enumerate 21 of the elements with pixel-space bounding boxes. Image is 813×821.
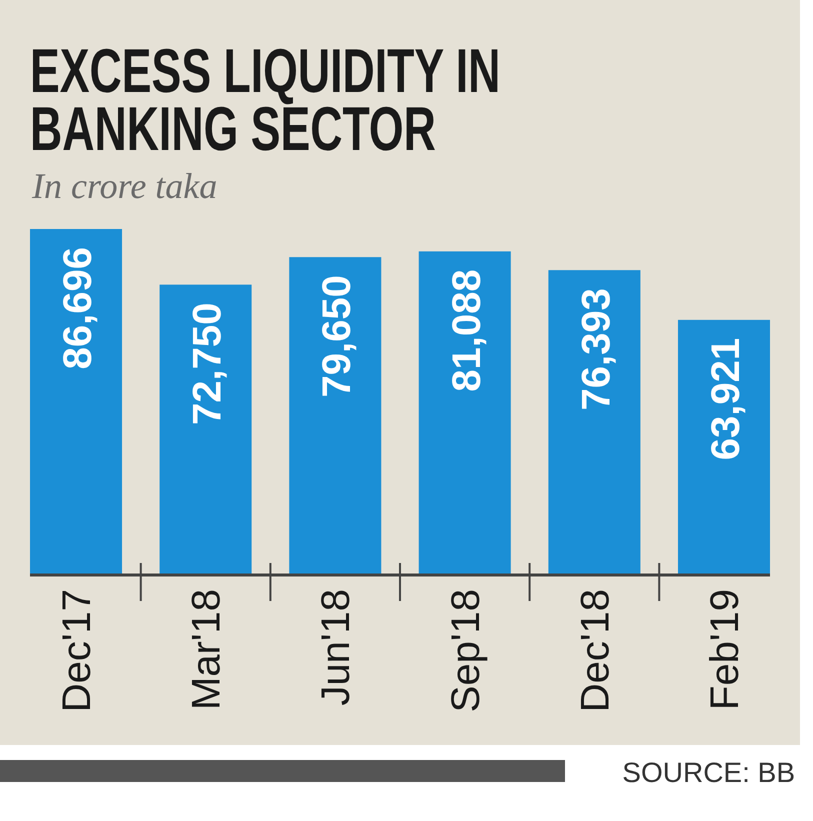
x-tick-label: Jun'18 (314, 589, 358, 706)
data-label: 63,921 (704, 338, 748, 460)
data-label: 86,696 (56, 247, 100, 370)
source-note: SOURCE: BB (622, 757, 795, 788)
x-tick-label: Mar'18 (184, 589, 229, 710)
bar (678, 320, 770, 575)
bar (30, 229, 122, 575)
bar (548, 270, 640, 575)
chart-subtitle: In crore taka (31, 166, 218, 206)
x-tick-label: Dec'17 (55, 589, 100, 712)
x-tick-label: Dec'18 (573, 589, 618, 712)
chart-title: EXCESS LIQUIDITY IN BANKING SECTOR (30, 36, 500, 164)
bar (418, 251, 511, 575)
bar (289, 257, 382, 575)
data-label: 76,393 (574, 288, 618, 410)
data-label: 79,650 (315, 275, 360, 398)
x-tick-label: Sep'18 (444, 589, 488, 712)
data-label: 72,750 (186, 302, 230, 425)
data-label: 81,088 (444, 269, 489, 392)
bar (160, 284, 252, 575)
x-tick-label: Feb'19 (702, 589, 747, 710)
